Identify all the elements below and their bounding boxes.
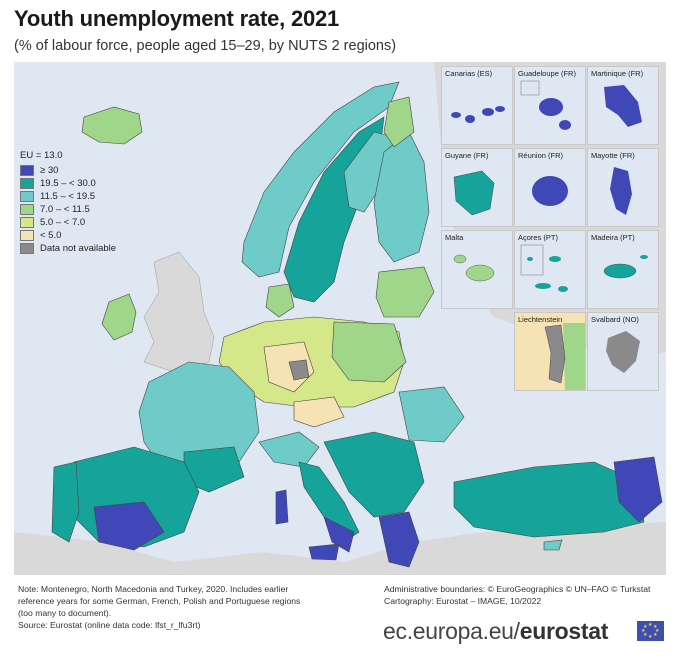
region-turkey-east: [613, 456, 663, 523]
region-sicily: [308, 543, 340, 561]
legend-label: Data not available: [40, 243, 117, 254]
boundaries-credit: Administrative boundaries: © EuroGeograp…: [384, 584, 651, 594]
inset-label: Svalbard (NO): [591, 315, 639, 324]
legend-label: 7.0 – < 11.5: [40, 204, 90, 215]
footer-notes: Note: Montenegro, North Macedonia and Tu…: [18, 583, 328, 631]
uk-landmass: [143, 251, 215, 373]
brand-site: ec.europa.eu/: [383, 618, 520, 644]
legend-item: 5.0 – < 7.0: [20, 216, 116, 229]
legend-header: EU = 13.0: [20, 150, 63, 161]
inset-madeira: Madeira (PT): [587, 230, 659, 309]
eu-flag-icon: ★ ★ ★ ★ ★ ★ ★ ★: [637, 621, 664, 641]
region-poland: [331, 321, 407, 383]
inset-label: Madeira (PT): [591, 233, 635, 242]
region-italy-north: [258, 431, 320, 468]
legend-swatch: [20, 165, 34, 176]
map-legend: EU = 13.0 ≥ 30 19.5 – < 30.0 11.5 – < 19…: [20, 150, 116, 255]
source-line: Source: Eurostat (online data code: lfst…: [18, 620, 201, 630]
inset-martinique: Martinique (FR): [587, 66, 659, 145]
region-ireland: [101, 293, 137, 341]
region-sardinia: [275, 489, 289, 525]
note-line: Note: Montenegro, North Macedonia and Tu…: [18, 584, 289, 594]
inset-guyane-shape: [453, 170, 495, 216]
note-line: (too many to document).: [18, 608, 112, 618]
inset-mayotte-shape: [610, 167, 632, 215]
eurostat-brand: ec.europa.eu/eurostat: [383, 618, 608, 645]
legend-item: Data not available: [20, 242, 116, 255]
inset-liechtenstein: Liechtenstein: [514, 312, 586, 391]
legend-swatch: [20, 217, 34, 228]
inset-label: Guadeloupe (FR): [518, 69, 576, 78]
region-greece: [378, 511, 420, 568]
legend-item: ≥ 30: [20, 164, 116, 177]
legend-swatch: [20, 178, 34, 189]
legend-label: 19.5 – < 30.0: [40, 178, 96, 189]
inset-acores-shape: [520, 244, 568, 292]
region-finland: [373, 131, 430, 263]
region-norway: [241, 81, 400, 278]
inset-malta-shape: [453, 254, 495, 282]
legend-label: ≥ 30: [40, 165, 59, 176]
legend-swatch: [20, 230, 34, 241]
inset-label: Liechtenstein: [518, 315, 563, 324]
inset-label: Martinique (FR): [591, 69, 644, 78]
region-italy-south: [323, 516, 355, 553]
inset-svalbard: Svalbard (NO): [587, 312, 659, 391]
region-iceland: [81, 106, 143, 145]
africa-landmass: [14, 522, 666, 575]
region-balkans: [323, 431, 425, 518]
legend-label: 5.0 – < 7.0: [40, 217, 86, 228]
inset-martinique-shape: [604, 85, 642, 127]
inset-label: Réunion (FR): [518, 151, 564, 160]
inset-label: Mayotte (FR): [591, 151, 635, 160]
region-czechia: [293, 396, 345, 428]
map-title: Youth unemployment rate, 2021: [14, 6, 340, 31]
inset-label: Canarias (ES): [445, 69, 493, 78]
region-baltics: [375, 266, 435, 318]
inset-canarias: Canarias (ES): [441, 66, 513, 145]
region-spain-south: [93, 501, 165, 551]
note-line: reference years for some German, French,…: [18, 596, 301, 606]
legend-item: < 5.0: [20, 229, 116, 242]
legend-label: < 5.0: [40, 230, 62, 241]
inset-canarias-shape: [451, 106, 505, 123]
legend-swatch: [20, 191, 34, 202]
region-germany-low: [263, 341, 315, 393]
inset-reunion-shape: [532, 176, 568, 206]
map-subtitle: (% of labour force, people aged 15–29, b…: [14, 38, 397, 54]
inset-label: Malta: [445, 233, 464, 242]
inset-label: Açores (PT): [518, 233, 559, 242]
inset-acores: Açores (PT): [514, 230, 586, 309]
inset-guadeloupe-shape: [520, 80, 571, 130]
inset-reunion: Réunion (FR): [514, 148, 586, 227]
region-romania: [398, 386, 465, 443]
cartography-credit: Cartography: Eurostat – IMAGE, 10/2022: [384, 596, 542, 606]
region-portugal: [51, 461, 80, 543]
inset-madeira-shape: [603, 255, 648, 279]
legend-swatch: [20, 243, 34, 254]
inset-guyane: Guyane (FR): [441, 148, 513, 227]
inset-guadeloupe: Guadeloupe (FR): [514, 66, 586, 145]
brand-name: eurostat: [519, 618, 609, 644]
inset-label: Guyane (FR): [445, 151, 489, 160]
inset-liechtenstein-shape: [544, 323, 585, 390]
legend-item: 11.5 – < 19.5: [20, 190, 116, 203]
legend-item: 7.0 – < 11.5: [20, 203, 116, 216]
footer-credits: Administrative boundaries: © EuroGeograp…: [384, 583, 650, 607]
legend-label: 11.5 – < 19.5: [40, 191, 96, 202]
region-turkey: [453, 461, 645, 538]
legend-item: 19.5 – < 30.0: [20, 177, 116, 190]
inset-malta: Malta: [441, 230, 513, 309]
inset-mayotte: Mayotte (FR): [587, 148, 659, 227]
region-denmark: [265, 283, 295, 318]
region-na-central: [288, 359, 310, 381]
inset-svalbard-shape: [606, 331, 640, 373]
region-cyprus: [543, 539, 563, 551]
legend-swatch: [20, 204, 34, 215]
region-finland-north: [383, 96, 415, 148]
